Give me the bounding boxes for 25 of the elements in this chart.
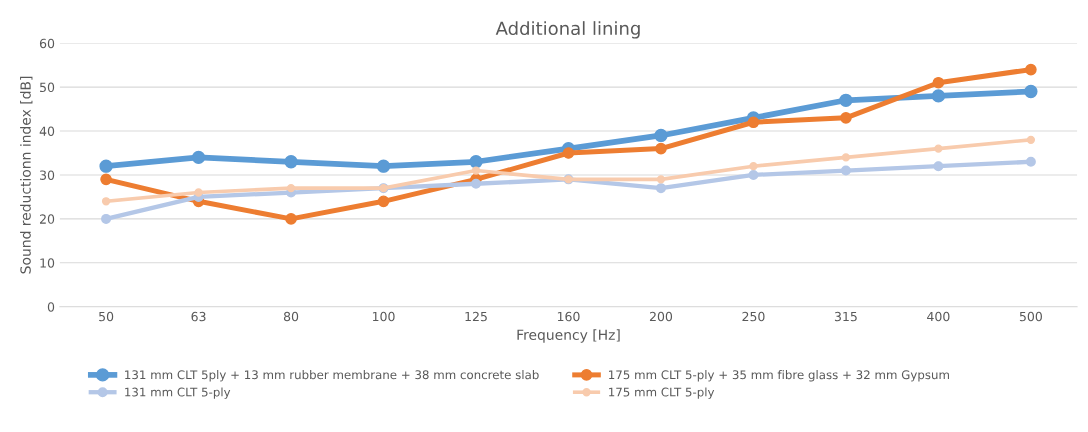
- y-tick-label: 0: [47, 302, 55, 312]
- y-tick-label: 50: [40, 82, 55, 93]
- x-axis-title: Frequency [Hz]: [517, 329, 620, 343]
- x-tick-label: 100: [372, 311, 395, 322]
- x-tick-label: 250: [742, 311, 765, 322]
- x-tick-label: 400: [927, 311, 950, 322]
- y-tick-label: 20: [39, 214, 55, 224]
- x-tick-label: 315: [834, 311, 857, 322]
- y-tick-label: 40: [39, 126, 55, 136]
- y-axis-title: Sound reductionn index [dB]: [20, 76, 33, 274]
- y-tick-label: 30: [40, 170, 55, 180]
- legend-label: 131 mm CLT 5ply + 13 mm rubber membrane + 38 mm concrete slab: [125, 370, 539, 382]
- x-tick-label: 50: [99, 311, 114, 322]
- x-tick-label: 125: [465, 311, 487, 322]
- legend-label: 175 mm CLT 5-ply: [609, 387, 715, 399]
- chart-title: Additional lining: [495, 21, 640, 39]
- x-tick-label: 63: [191, 311, 206, 322]
- x-tick-label: 80: [283, 311, 299, 322]
- x-tick-label: 200: [649, 311, 673, 322]
- y-tick-label: 10: [40, 258, 55, 268]
- legend-label: 131 mm CLT 5-ply: [125, 387, 231, 399]
- legend-label: 175 mm CLT 5-ply + 35 mm fibre glass + 32 mm Gypsum: [609, 370, 949, 382]
- y-tick-label: 60: [39, 38, 55, 49]
- x-tick-label: 160: [557, 311, 580, 322]
- x-tick-label: 500: [1019, 311, 1042, 322]
